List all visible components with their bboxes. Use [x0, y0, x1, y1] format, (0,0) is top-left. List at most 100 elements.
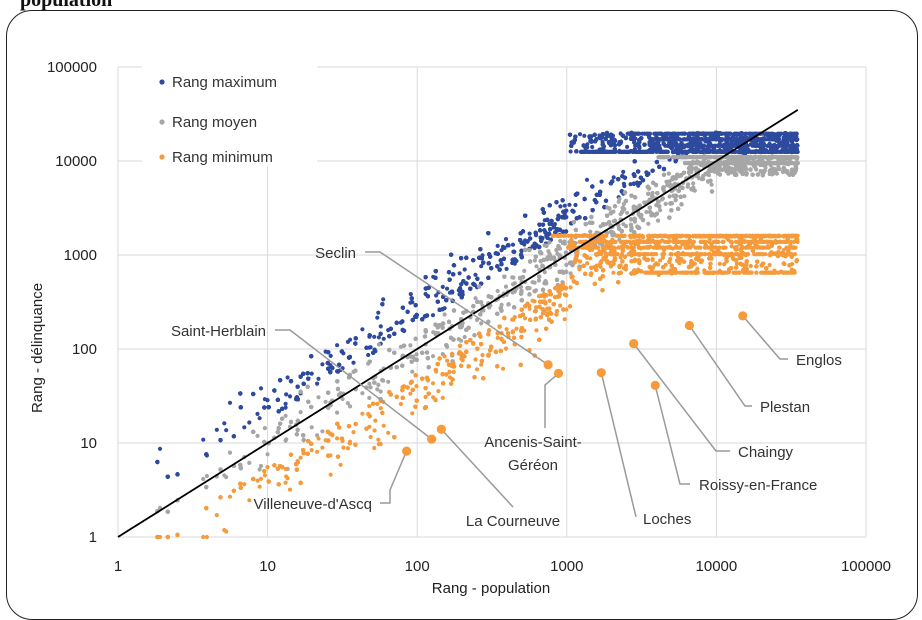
point-rang-maximum	[379, 332, 383, 336]
point-rang-maximum	[658, 137, 662, 141]
point-rang-maximum	[670, 144, 674, 148]
point-rang-moyen	[617, 197, 621, 201]
point-rang-maximum	[382, 337, 386, 341]
point-rang-maximum	[381, 297, 385, 301]
point-rang-moyen	[284, 439, 288, 443]
point-rang-maximum	[590, 184, 594, 188]
point-rang-maximum	[511, 258, 515, 262]
point-rang-maximum	[748, 132, 752, 136]
point-rang-maximum	[541, 223, 545, 227]
point-rang-maximum	[713, 150, 717, 154]
point-rang-maximum	[707, 137, 711, 141]
point-rang-maximum	[555, 227, 559, 231]
point-rang-maximum	[204, 452, 208, 456]
point-rang-maximum	[556, 217, 560, 221]
point-rang-maximum	[674, 159, 678, 163]
point-rang-maximum	[652, 137, 656, 141]
point-rang-maximum	[452, 263, 456, 267]
point-rang-maximum	[448, 278, 452, 282]
point-rang-maximum	[286, 375, 290, 379]
point-rang-maximum	[665, 137, 669, 141]
point-rang-maximum	[682, 132, 686, 136]
point-rang-maximum	[613, 139, 617, 143]
point-rang-maximum	[634, 150, 638, 154]
point-rang-maximum	[774, 144, 778, 148]
point-rang-maximum	[353, 341, 357, 345]
point-rang-maximum	[578, 132, 582, 136]
point-rang-maximum	[486, 231, 490, 235]
point-rang-maximum	[610, 179, 614, 183]
point-rang-maximum	[458, 292, 462, 296]
point-rang-moyen	[510, 275, 514, 279]
point-rang-maximum	[746, 150, 750, 154]
point-rang-maximum	[504, 237, 508, 241]
point-rang-maximum	[299, 375, 303, 379]
point-rang-maximum	[763, 137, 767, 141]
point-rang-maximum	[447, 270, 451, 274]
point-rang-maximum	[548, 203, 552, 207]
point-rang-maximum	[677, 137, 681, 141]
point-rang-maximum	[496, 244, 500, 248]
point-rang-moyen	[513, 281, 517, 285]
point-rang-maximum	[406, 310, 410, 314]
point-rang-maximum	[326, 361, 330, 365]
point-rang-maximum	[608, 150, 612, 154]
point-rang-maximum	[534, 231, 538, 235]
point-rang-moyen	[533, 258, 537, 262]
point-rang-maximum	[793, 132, 797, 136]
point-rang-maximum	[481, 261, 485, 265]
point-rang-moyen	[564, 263, 568, 267]
point-rang-maximum	[727, 144, 731, 148]
point-rang-maximum	[678, 144, 682, 148]
point-rang-maximum	[686, 150, 690, 154]
point-rang-maximum	[682, 144, 686, 148]
point-rang-maximum	[720, 132, 724, 136]
point-rang-maximum	[335, 343, 339, 347]
point-rang-maximum	[605, 134, 609, 138]
point-rang-maximum	[255, 412, 259, 416]
point-rang-maximum	[372, 335, 376, 339]
point-rang-maximum	[306, 371, 310, 375]
point-rang-maximum	[590, 145, 594, 149]
point-rang-maximum	[702, 144, 706, 148]
point-rang-maximum	[646, 172, 650, 176]
point-rang-maximum	[662, 167, 666, 171]
point-rang-moyen	[367, 396, 371, 400]
point-rang-moyen	[265, 452, 269, 456]
point-rang-maximum	[519, 249, 523, 253]
point-rang-maximum	[436, 300, 440, 304]
point-rang-maximum	[621, 134, 625, 138]
point-rang-maximum	[784, 132, 788, 136]
point-rang-maximum	[587, 134, 591, 138]
point-rang-maximum	[478, 247, 482, 251]
point-rang-maximum	[665, 144, 669, 148]
point-rang-moyen	[660, 197, 664, 201]
point-rang-moyen	[360, 391, 364, 395]
point-rang-moyen	[496, 289, 500, 293]
point-rang-moyen	[369, 385, 373, 389]
point-rang-moyen	[367, 382, 371, 386]
point-rang-maximum	[657, 165, 661, 169]
point-rang-maximum	[793, 137, 797, 141]
point-rang-maximum	[612, 175, 616, 179]
point-rang-maximum	[743, 132, 747, 136]
point-rang-maximum	[753, 144, 757, 148]
point-rang-moyen	[335, 411, 339, 415]
point-rang-moyen	[408, 343, 412, 347]
point-rang-maximum	[450, 290, 454, 294]
point-rang-maximum	[718, 150, 722, 154]
point-rang-moyen	[777, 167, 781, 171]
point-rang-maximum	[166, 475, 170, 479]
point-rang-maximum	[284, 392, 288, 396]
point-rang-moyen	[299, 410, 303, 414]
point-rang-maximum	[232, 434, 236, 438]
point-rang-maximum	[348, 355, 352, 359]
point-rang-maximum	[567, 203, 571, 207]
point-rang-maximum	[420, 317, 424, 321]
point-rang-maximum	[502, 257, 506, 261]
point-rang-maximum	[736, 150, 740, 154]
point-rang-maximum	[592, 150, 596, 154]
point-rang-maximum	[395, 321, 399, 325]
point-rang-maximum	[611, 134, 615, 138]
point-rang-maximum	[387, 334, 391, 338]
